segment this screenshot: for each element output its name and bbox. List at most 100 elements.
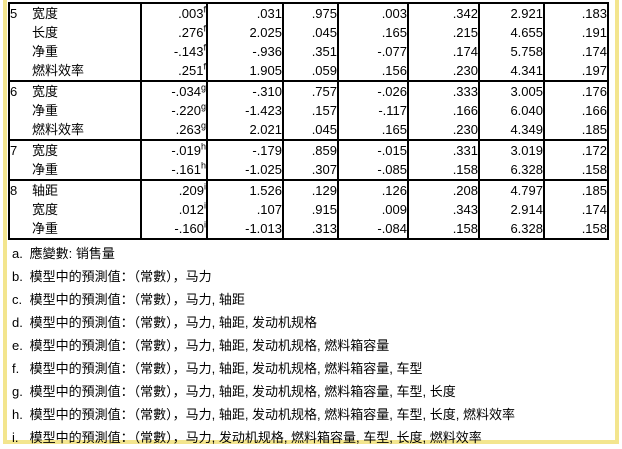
variable-name-cell: 6 宽度 bbox=[9, 80, 141, 101]
value-cell: .165 bbox=[337, 23, 408, 42]
table-row: 净重 -.161h -1.025.307 -.085.158 6.328.158 bbox=[9, 160, 608, 180]
value-cell: -.026 bbox=[337, 80, 408, 101]
footnote-letter: c. bbox=[12, 292, 23, 307]
value-cell: .230 bbox=[407, 120, 479, 140]
variable-name-cell: 燃料效率 bbox=[9, 61, 141, 81]
value-cell: .197 bbox=[543, 61, 608, 81]
value-cell: 5.758 bbox=[478, 42, 544, 61]
value-cell: -.117 bbox=[337, 101, 408, 120]
model-number: 8 bbox=[10, 183, 18, 198]
value-cell: .342 bbox=[407, 3, 479, 23]
value-cell: .174 bbox=[543, 42, 608, 61]
footnote-text: 模型中的預測值：（常數），马力, 轴距, 发动机规格 bbox=[26, 315, 318, 330]
value-cell: .045 bbox=[282, 120, 338, 140]
variable-name: 净重 bbox=[32, 44, 59, 59]
value-cell: .031 bbox=[206, 3, 283, 23]
variable-name-cell: 净重 bbox=[9, 42, 141, 61]
variable-name-cell: 8 轴距 bbox=[9, 179, 141, 200]
footnote-letter: f. bbox=[12, 361, 20, 376]
value-cell: .351 bbox=[282, 42, 338, 61]
value-cell: .915 bbox=[282, 200, 338, 219]
footnote-text: 應變數: 销售量 bbox=[26, 246, 115, 261]
footnote-letter: a. bbox=[12, 246, 23, 261]
value-cell: -.143f bbox=[140, 42, 207, 61]
table-row: 净重 -.220g -1.423.157 -.117.166 6.040.166 bbox=[9, 101, 608, 120]
footnote-marker: h bbox=[200, 141, 206, 152]
value-cell: .975 bbox=[282, 3, 338, 23]
value-cell: .185 bbox=[543, 179, 608, 200]
value-cell: -.019h bbox=[140, 139, 207, 160]
value-cell: .313 bbox=[282, 219, 338, 239]
value-cell: -.084 bbox=[337, 219, 408, 239]
footnote: a. 應變數: 销售量 bbox=[12, 242, 608, 265]
table-row: 8 轴距 .209i 1.526.129.126.208 4.797.185 bbox=[9, 179, 608, 200]
footnote-text: 模型中的預測值：（常數），马力, 轴距, 发动机规格, 燃料箱容量 bbox=[26, 338, 390, 353]
value-cell: -.936 bbox=[206, 42, 283, 61]
value-cell: .757 bbox=[282, 80, 338, 101]
footnotes-block: a. 應變數: 销售量 b. 模型中的預測值：（常數），马力 c. 模型中的預測值：… bbox=[12, 242, 608, 449]
value-cell: 6.040 bbox=[478, 101, 544, 120]
value-cell: .165 bbox=[337, 120, 408, 140]
footnote-marker: g bbox=[200, 120, 206, 131]
footnote-marker: i bbox=[204, 219, 206, 230]
value-cell: 3.005 bbox=[478, 80, 544, 101]
footnote-marker: f bbox=[203, 4, 206, 15]
value-cell: -.085 bbox=[337, 160, 408, 180]
footnote: f. 模型中的預測值：（常數），马力, 轴距, 发动机规格, 燃料箱容量, 车型 bbox=[12, 357, 608, 380]
value-cell: .174 bbox=[543, 200, 608, 219]
footnote: g. 模型中的預測值：（常數），马力, 轴距, 发动机规格, 燃料箱容量, 车型… bbox=[12, 380, 608, 403]
variable-name-cell: 长度 bbox=[9, 23, 141, 42]
table-row: 燃料效率 .263g 2.021.045.165.230 4.349.185 bbox=[9, 120, 608, 140]
value-cell: .003f bbox=[140, 3, 207, 23]
value-cell: 6.328 bbox=[478, 219, 544, 239]
variable-name-cell: 燃料效率 bbox=[9, 120, 141, 140]
value-cell: .158 bbox=[543, 219, 608, 239]
value-cell: .307 bbox=[282, 160, 338, 180]
footnote-text: 模型中的預測值：（常數），马力, 轴距 bbox=[26, 292, 245, 307]
footnote-marker: f bbox=[203, 23, 206, 34]
footnote-marker: f bbox=[203, 42, 206, 53]
value-cell: .129 bbox=[282, 179, 338, 200]
variable-name: 轴距 bbox=[32, 183, 59, 198]
value-cell: .158 bbox=[407, 219, 479, 239]
value-cell: -.015 bbox=[337, 139, 408, 160]
value-cell: .343 bbox=[407, 200, 479, 219]
value-cell: .174 bbox=[407, 42, 479, 61]
value-cell: -1.423 bbox=[206, 101, 283, 120]
table-row: 5 宽度 .003f .031.975.003.342 2.921.183 bbox=[9, 3, 608, 23]
value-cell: 1.526 bbox=[206, 179, 283, 200]
footnote-marker: g bbox=[200, 101, 206, 112]
footnote: b. 模型中的預測值：（常數），马力 bbox=[12, 265, 608, 288]
footnote: h. 模型中的預測值：（常數），马力, 轴距, 发动机规格, 燃料箱容量, 车型… bbox=[12, 403, 608, 426]
value-cell: .208 bbox=[407, 179, 479, 200]
table-row: 长度 .276f 2.025.045.165.215 4.655.191 bbox=[9, 23, 608, 42]
variable-name: 燃料效率 bbox=[32, 122, 85, 137]
value-cell: .157 bbox=[282, 101, 338, 120]
value-cell: .191 bbox=[543, 23, 608, 42]
variable-name: 燃料效率 bbox=[32, 63, 85, 78]
value-cell: .859 bbox=[282, 139, 338, 160]
table-body: 5 宽度 .003f .031.975.003.342 2.921.183 长度 .2… bbox=[9, 3, 608, 239]
value-cell: .012i bbox=[140, 200, 207, 219]
value-cell: .333 bbox=[407, 80, 479, 101]
footnote: c. 模型中的預測值：（常數），马力, 轴距 bbox=[12, 288, 608, 311]
variable-name-cell: 5 宽度 bbox=[9, 3, 141, 23]
value-cell: .263g bbox=[140, 120, 207, 140]
value-cell: .183 bbox=[543, 3, 608, 23]
value-cell: .215 bbox=[407, 23, 479, 42]
value-cell: -.034g bbox=[140, 80, 207, 101]
footnote-text: 模型中的預測值：（常數），马力, 轴距, 发动机规格, 燃料箱容量, 车型 bbox=[26, 361, 423, 376]
value-cell: .126 bbox=[337, 179, 408, 200]
table-row: 7 宽度 -.019h -.179.859 -.015.331 3.019.172 bbox=[9, 139, 608, 160]
footnote-letter: g. bbox=[12, 384, 23, 399]
variable-name-cell: 7 宽度 bbox=[9, 139, 141, 160]
excluded-variables-table[interactable]: 5 宽度 .003f .031.975.003.342 2.921.183 长度 .2… bbox=[8, 2, 609, 240]
value-cell: .209i bbox=[140, 179, 207, 200]
value-cell: .045 bbox=[282, 23, 338, 42]
value-cell: .331 bbox=[407, 139, 479, 160]
footnote-text: 模型中的預測值：（常數），马力, 轴距, 发动机规格, 燃料箱容量, 车型, 长… bbox=[26, 407, 515, 422]
variable-name-cell: 净重 bbox=[9, 219, 141, 239]
footnote-letter: i. bbox=[12, 430, 19, 445]
value-cell: .158 bbox=[543, 160, 608, 180]
value-cell: 2.914 bbox=[478, 200, 544, 219]
